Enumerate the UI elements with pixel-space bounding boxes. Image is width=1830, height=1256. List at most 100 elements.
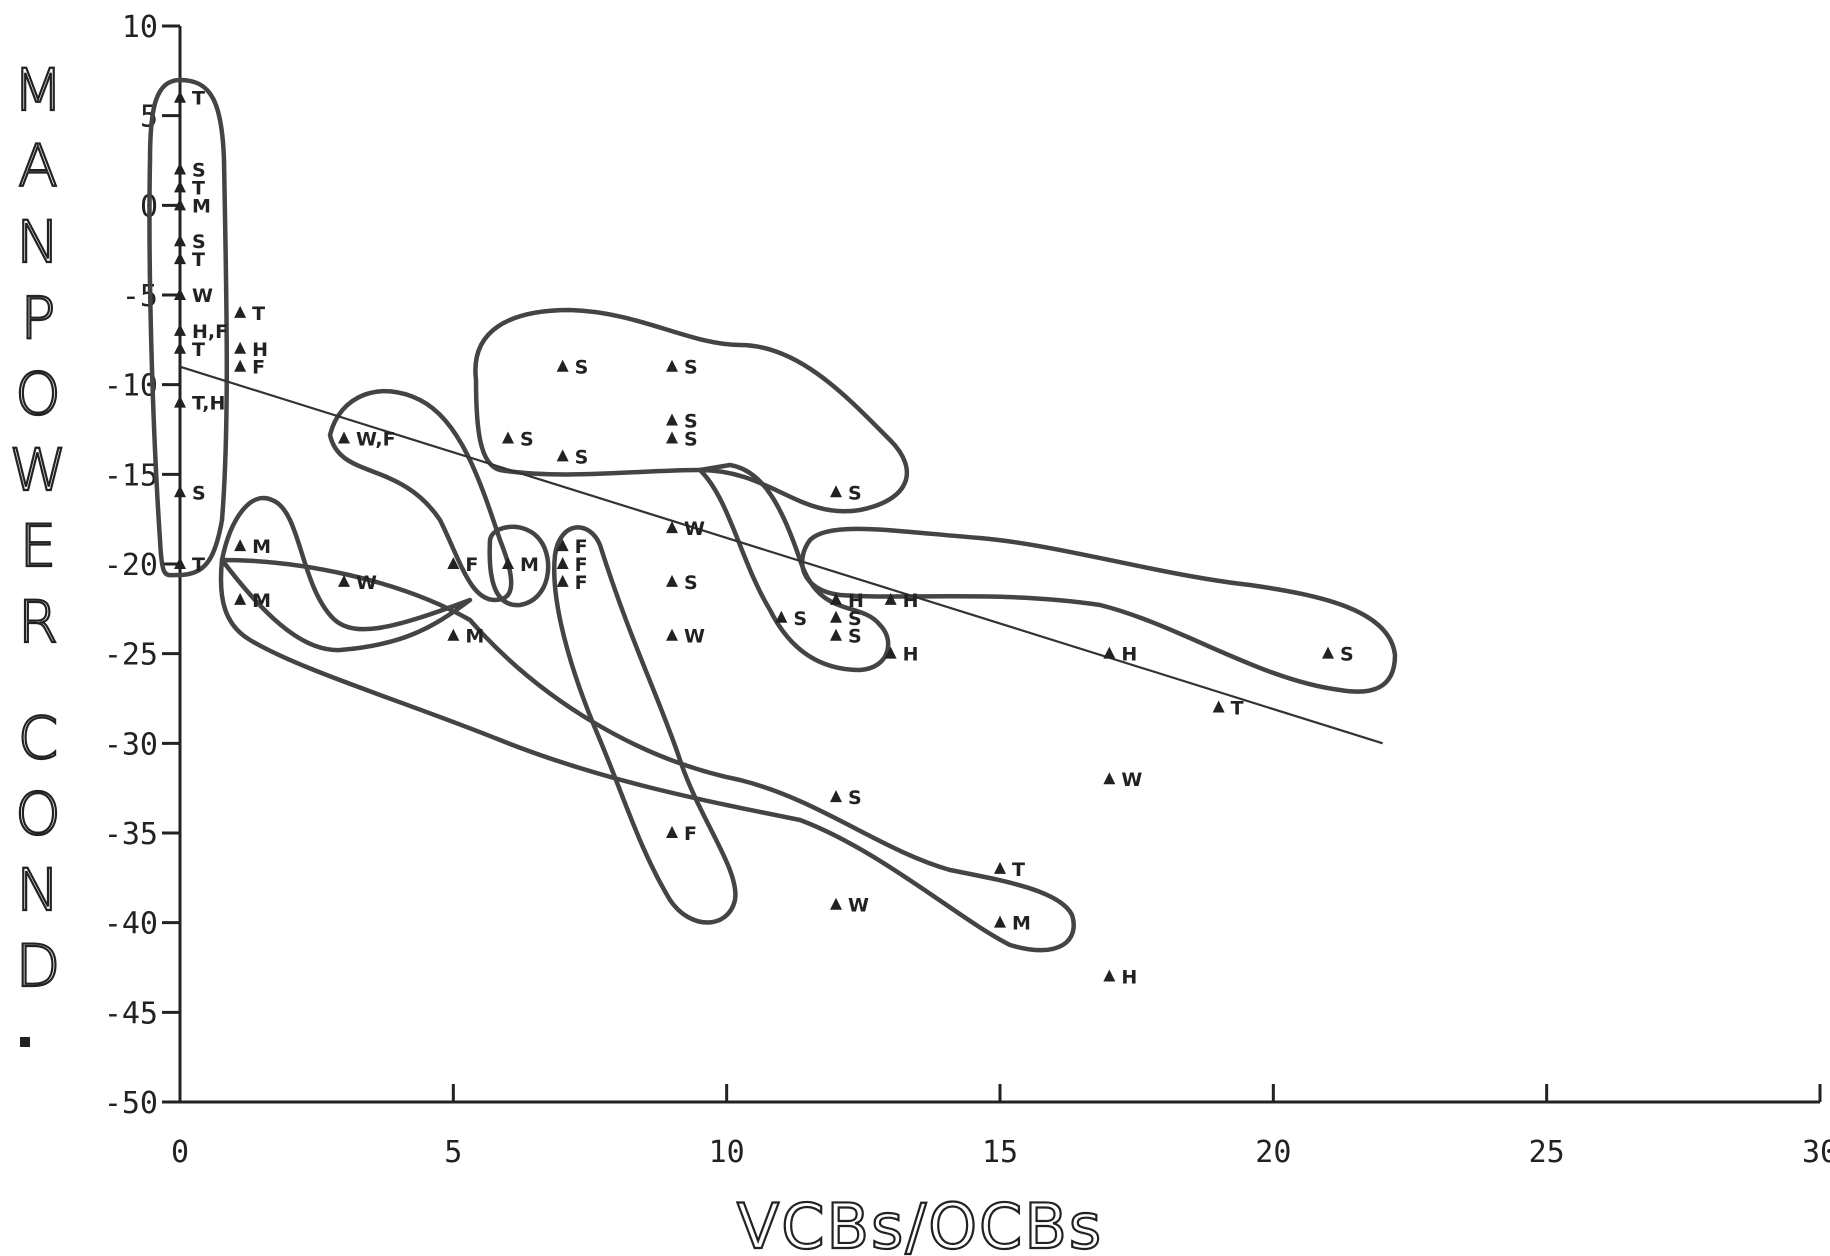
data-point: T,H xyxy=(174,393,225,415)
data-point-marker xyxy=(234,305,247,318)
data-point: S xyxy=(830,482,862,504)
data-point-label: F xyxy=(684,823,697,845)
cluster-outline-lower-w xyxy=(219,495,473,653)
data-point: S xyxy=(174,231,206,253)
x-tick-label: 10 xyxy=(709,1135,745,1170)
data-point-label: H xyxy=(903,590,919,612)
data-point: T xyxy=(1212,697,1244,719)
data-point-marker xyxy=(556,539,569,552)
data-point-marker xyxy=(447,557,460,569)
data-point: M xyxy=(234,590,271,612)
data-point-label: F xyxy=(575,572,588,594)
data-point-label: T xyxy=(192,88,205,110)
x-tick-label: 25 xyxy=(1529,1135,1565,1170)
data-point-marker xyxy=(502,431,514,444)
data-point-marker xyxy=(1103,969,1116,982)
data-point-marker xyxy=(174,288,186,300)
data-point-marker xyxy=(884,592,897,605)
data-point-marker xyxy=(338,431,350,444)
data-point-marker xyxy=(174,90,186,103)
data-point-label: W xyxy=(684,518,705,540)
data-point: F xyxy=(666,823,697,845)
data-point-marker xyxy=(994,861,1006,874)
data-point-label: S xyxy=(848,608,862,630)
data-point-marker xyxy=(556,574,569,587)
x-tick-label: 15 xyxy=(982,1135,1018,1170)
data-point-marker xyxy=(234,592,247,605)
data-point-marker xyxy=(174,557,186,569)
data-point-label: S xyxy=(575,446,589,468)
y-tick-label: -40 xyxy=(104,907,158,942)
data-point-marker xyxy=(556,359,569,372)
data-point: S xyxy=(174,159,206,181)
data-point: M xyxy=(174,195,211,217)
data-point-label: H xyxy=(848,590,864,612)
data-point: T xyxy=(174,177,205,199)
data-point-label: F xyxy=(575,554,588,576)
data-point-marker xyxy=(1103,646,1116,659)
data-point-marker xyxy=(174,162,186,175)
data-point-label: S xyxy=(192,231,206,253)
data-point-marker xyxy=(666,413,678,426)
data-point: H xyxy=(234,339,268,361)
data-point-marker xyxy=(174,323,186,336)
data-point: S xyxy=(775,608,807,630)
data-point-label: S xyxy=(684,357,698,379)
data-point-marker xyxy=(234,341,247,354)
data-point-label: H xyxy=(1121,644,1137,666)
data-point: S xyxy=(830,608,862,630)
data-point-label: T xyxy=(192,554,205,576)
y-axis-label-char: C xyxy=(18,704,59,772)
data-point-label: S xyxy=(192,159,206,181)
data-point-label: M xyxy=(252,536,271,558)
data-point-marker xyxy=(174,485,186,498)
data-point: F xyxy=(234,357,265,379)
data-point-label: F xyxy=(465,554,478,576)
y-axis-label-char: N xyxy=(16,856,59,924)
data-point: S xyxy=(666,428,698,450)
data-point: W xyxy=(338,572,377,594)
data-point-label: T xyxy=(192,177,205,199)
y-tick-label: -30 xyxy=(104,727,158,762)
data-points: TSTMSTWH,FTT,HSTTHFMMW,FWFMSMSSFFFSSSWSW… xyxy=(174,88,1354,988)
data-point-marker xyxy=(666,521,678,534)
data-point-marker xyxy=(830,790,842,803)
data-point: S xyxy=(830,626,862,648)
data-point-label: S xyxy=(684,411,698,433)
data-point-label: H xyxy=(903,644,919,666)
x-axis-label: VCBs/OCBs xyxy=(737,1190,1103,1256)
data-point: S xyxy=(830,787,862,809)
data-point-marker xyxy=(666,628,678,641)
data-point-marker xyxy=(234,539,247,552)
data-point: M xyxy=(994,913,1031,935)
data-point: T xyxy=(234,303,265,325)
data-point-label: M xyxy=(1012,913,1031,935)
data-point: S xyxy=(666,572,698,594)
cluster-outline-right-s xyxy=(800,526,1398,694)
data-point-label: W xyxy=(848,895,869,917)
data-point-label: F xyxy=(575,536,588,558)
data-point: W,F xyxy=(338,428,396,450)
data-point-label: T xyxy=(252,303,265,325)
data-point-label: W xyxy=(356,572,377,594)
x-tick-label: 5 xyxy=(444,1135,462,1170)
data-point: H xyxy=(1103,644,1137,666)
x-tick-label: 20 xyxy=(1255,1135,1291,1170)
data-point-label: S xyxy=(848,626,862,648)
data-point-label: S xyxy=(848,482,862,504)
data-point: W xyxy=(174,285,213,307)
data-point-label: H,F xyxy=(192,321,228,343)
data-point-marker xyxy=(830,897,842,910)
data-point: S xyxy=(174,482,206,504)
data-point-label: T xyxy=(1012,859,1025,881)
data-point: S xyxy=(1322,644,1354,666)
y-axis-label-char: D xyxy=(16,932,61,1000)
data-point: H xyxy=(830,590,864,612)
x-tick-label: 0 xyxy=(171,1135,189,1170)
data-point: W xyxy=(666,626,705,648)
data-point-label: F xyxy=(252,357,265,379)
data-point: S xyxy=(502,428,534,450)
